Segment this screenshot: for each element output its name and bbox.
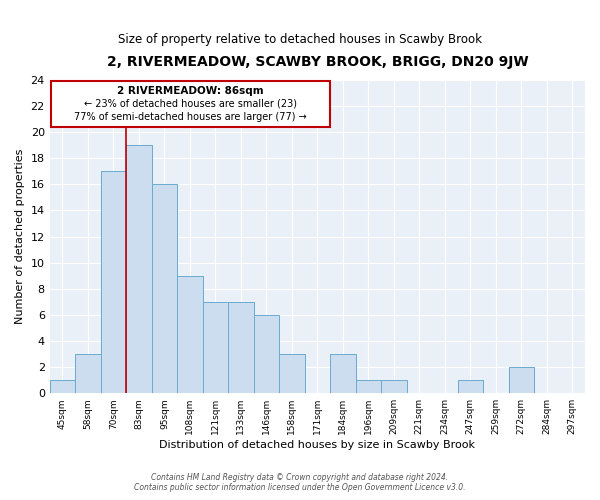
Text: 2 RIVERMEADOW: 86sqm: 2 RIVERMEADOW: 86sqm (117, 86, 264, 96)
Bar (101, 172, 126, 393)
Bar (330, 354, 356, 393)
Text: ← 23% of detached houses are smaller (23): ← 23% of detached houses are smaller (23… (84, 98, 297, 108)
Bar (381, 380, 407, 393)
Bar (50, 380, 75, 393)
Bar (51, 80, 330, 127)
Bar (254, 315, 279, 393)
Title: 2, RIVERMEADOW, SCAWBY BROOK, BRIGG, DN20 9JW: 2, RIVERMEADOW, SCAWBY BROOK, BRIGG, DN2… (107, 55, 528, 69)
Y-axis label: Number of detached properties: Number of detached properties (15, 149, 25, 324)
Bar (279, 354, 305, 393)
Bar (458, 380, 483, 393)
Bar (75, 354, 101, 393)
Bar (509, 367, 534, 393)
Text: Contains HM Land Registry data © Crown copyright and database right 2024.
Contai: Contains HM Land Registry data © Crown c… (134, 473, 466, 492)
Text: Size of property relative to detached houses in Scawby Brook: Size of property relative to detached ho… (118, 32, 482, 46)
Bar (228, 302, 254, 393)
X-axis label: Distribution of detached houses by size in Scawby Brook: Distribution of detached houses by size … (160, 440, 475, 450)
Bar (177, 276, 203, 393)
Bar (126, 145, 152, 393)
Bar (356, 380, 381, 393)
Bar (152, 184, 177, 393)
Text: 77% of semi-detached houses are larger (77) →: 77% of semi-detached houses are larger (… (74, 112, 307, 122)
Bar (203, 302, 228, 393)
